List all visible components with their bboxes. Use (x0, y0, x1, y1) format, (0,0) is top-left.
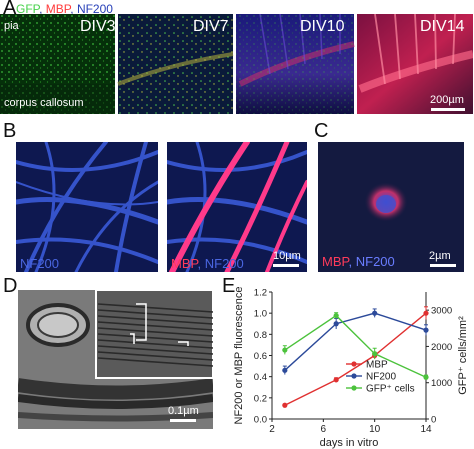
yr-tick-label-2: 2000 (431, 342, 452, 353)
yl-tick-label-6: 1.2 (254, 288, 267, 299)
yl-tick-label-4: 0.8 (254, 330, 267, 341)
tile-label-div14: DIV14 (420, 18, 465, 35)
panel-b-scalebar (273, 264, 299, 267)
x-tick-label-1: 6 (321, 424, 327, 435)
label-pia: pia (4, 20, 19, 32)
series-0-point-3 (423, 310, 429, 316)
series-0-point-1 (333, 377, 339, 383)
mbp-nf200-fibers (167, 142, 307, 272)
x-tick-label-3: 14 (420, 424, 432, 435)
series-1-point-2 (372, 310, 378, 316)
tile-div10 (236, 14, 355, 114)
series-2-point-3 (423, 374, 429, 380)
panel-b-left-image: NF200 (16, 142, 158, 272)
panel-d-scale-label: 0.1µm (168, 405, 199, 417)
legend-swatch-dot-1 (351, 373, 357, 379)
legend-label-0: MBP (366, 360, 388, 371)
series-line-1 (284, 312, 427, 371)
mbp-cell (364, 182, 408, 222)
panel-d-em-image: 0.1µm (18, 290, 213, 429)
panel-c-scalebar (430, 264, 456, 267)
x-tick-label-0: 2 (269, 424, 275, 435)
panel-e-letter: E (222, 275, 236, 297)
panel-b-scale-label: 10µm (273, 250, 301, 262)
panel-e-chart: 2 6 10 14 0.0 0.2 0.4 0.6 0.8 1.0 1.2 0 1000 2000 3000… (233, 287, 469, 449)
legend-swatch-dot-2 (351, 385, 357, 391)
series-line-0 (284, 312, 427, 406)
panel-d-scalebar (170, 419, 196, 422)
legend-label-1: NF200 (366, 372, 396, 383)
panel-b-left-label: NF200 (20, 256, 60, 271)
panel-b-right-label: MBP, NF200 (171, 256, 244, 271)
x-axis-label: days in vitro (320, 437, 379, 449)
legend-gfp: GFP (16, 2, 40, 16)
legend-swatch-dot-0 (351, 361, 357, 367)
panel-c-image: MBP, NF200 2µm (318, 142, 464, 272)
legend-sep-1: , (39, 2, 46, 16)
tile-label-div3: DIV3 (80, 18, 116, 35)
panel-b-nf200-label: NF200 (204, 256, 244, 271)
em-inset (95, 290, 213, 379)
tile-label-div7: DIV7 (193, 18, 229, 35)
tile-div3 (0, 14, 115, 114)
nf200-fibers (16, 142, 158, 272)
yl-tick-label-3: 0.6 (254, 351, 267, 362)
panel-a-scale-label: 200µm (430, 94, 464, 106)
legend-sep-2: , (70, 2, 77, 16)
panel-a-images (0, 14, 473, 114)
em-myelin (18, 290, 213, 429)
tile-div7 (117, 14, 234, 114)
panel-c-mbp-label: MBP (322, 254, 349, 269)
panel-a-scalebar (431, 108, 465, 111)
panel-b-letter: B (3, 120, 17, 142)
panel-c-nf200-label: NF200 (355, 254, 395, 269)
yl-tick-label-0: 0.0 (254, 415, 267, 426)
y-axis-right-label: GFP⁺ cells/mm² (457, 316, 469, 395)
panel-b-right-image: MBP, NF200 10µm (167, 142, 307, 272)
series-1-point-0 (282, 367, 288, 373)
yr-tick-label-1: 1000 (431, 378, 452, 389)
panel-a-strip: DIV3 DIV7 DIV10 DIV14 pia corpus callosu… (0, 14, 473, 114)
panel-d-letter: D (3, 275, 18, 297)
x-tick-label-2: 10 (369, 424, 381, 435)
yl-tick-label-2: 0.4 (254, 372, 267, 383)
legend-nf200: NF200 (76, 2, 113, 16)
tile-div14 (357, 14, 473, 114)
series-line-2 (284, 314, 427, 378)
tile-label-div10: DIV10 (300, 18, 345, 35)
yl-tick-label-5: 1.0 (254, 309, 267, 320)
legend-mbp: MBP (45, 2, 71, 16)
yr-tick-label-3: 3000 (431, 306, 452, 317)
panel-b-mbp-label: MBP (171, 256, 198, 271)
yl-tick-label-1: 0.2 (254, 393, 267, 404)
label-corpus-callosum: corpus callosum (4, 97, 84, 109)
y-axis-left-label: NF200 or MBP fluorescence (233, 287, 245, 425)
series-1-point-3 (423, 327, 429, 333)
series-2-point-0 (282, 347, 288, 353)
panel-c-scale-label: 2µm (429, 250, 451, 262)
series-0-point-0 (282, 402, 288, 408)
panel-c-letter: C (314, 120, 329, 142)
panel-c-label: MBP, NF200 (322, 254, 395, 269)
series-2-point-2 (372, 351, 378, 357)
yr-tick-label-0: 0 (431, 415, 436, 426)
series-1-point-1 (333, 321, 339, 327)
legend-label-2: GFP⁺ cells (366, 384, 415, 395)
series-2-point-1 (333, 312, 339, 319)
panel-a-legend: GFP, MBP, NF200 (16, 2, 113, 16)
